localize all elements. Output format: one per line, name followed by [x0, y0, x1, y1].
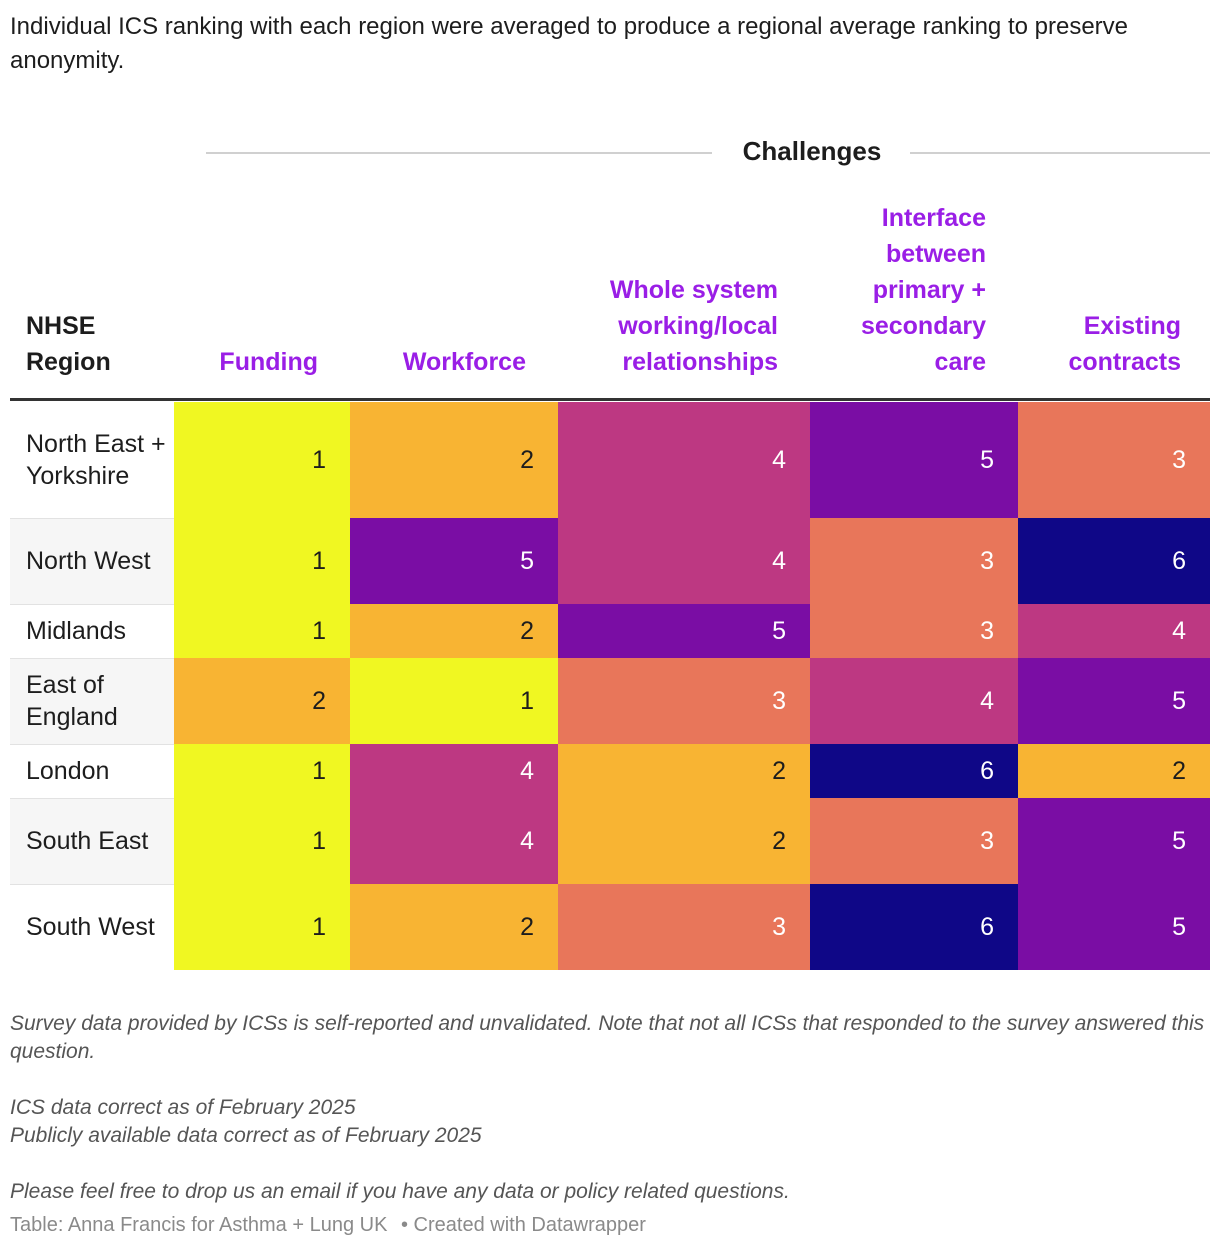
- note-ics-date: ICS data correct as of February 2025: [10, 1096, 356, 1119]
- rank-cell-whole-system: 5: [558, 604, 810, 658]
- rank-cell-funding: 1: [174, 604, 350, 658]
- rank-cell-whole-system: 2: [558, 798, 810, 884]
- rank-cell-interface: 3: [810, 798, 1018, 884]
- table-row: East of England 2 1 3 4 5: [10, 658, 1210, 744]
- rank-cell-whole-system: 3: [558, 884, 810, 970]
- rank-cell-existing-contracts: 5: [1018, 658, 1210, 744]
- rank-cell-funding: 1: [174, 402, 350, 518]
- rank-cell-existing-contracts: 4: [1018, 604, 1210, 658]
- table-row: North East + Yorkshire 1 2 4 5 3: [10, 402, 1210, 518]
- column-header-existing-contracts[interactable]: Existing contracts: [1068, 312, 1181, 376]
- column-header-region[interactable]: NHSE Region: [26, 312, 111, 376]
- column-header-whole-system[interactable]: Whole system working/local relationships: [609, 276, 778, 376]
- table-row: London 1 4 2 6 2: [10, 744, 1210, 798]
- rank-cell-whole-system: 4: [558, 402, 810, 518]
- rank-cell-interface: 4: [810, 658, 1018, 744]
- region-cell: Midlands: [26, 617, 127, 645]
- rank-cell-interface: 3: [810, 518, 1018, 604]
- group-header-rule-left: [206, 152, 712, 154]
- rank-cell-interface: 6: [810, 884, 1018, 970]
- row-divider: [10, 798, 174, 799]
- table-row: South West 1 2 3 6 5: [10, 884, 1210, 970]
- header-rule: [10, 398, 1210, 401]
- intro-text: Individual ICS ranking with each region …: [10, 13, 1129, 74]
- row-divider: [10, 884, 174, 885]
- rank-cell-interface: 3: [810, 604, 1018, 658]
- rank-cell-workforce: 2: [350, 604, 558, 658]
- region-cell: North West: [10, 518, 174, 604]
- rank-cell-funding: 1: [174, 798, 350, 884]
- row-divider: [10, 518, 174, 519]
- column-header-funding[interactable]: Funding: [219, 348, 318, 376]
- rank-cell-existing-contracts: 5: [1018, 798, 1210, 884]
- credit-line: Table: Anna Francis for Asthma + Lung UK…: [10, 1214, 654, 1237]
- group-header-challenges: Challenges: [742, 136, 882, 166]
- column-header-workforce[interactable]: Workforce: [402, 348, 526, 376]
- note-contact: Please feel free to drop us an email if …: [10, 1180, 790, 1203]
- rank-cell-whole-system: 2: [558, 744, 810, 798]
- table-row: Midlands 1 2 5 3 4: [10, 604, 1210, 658]
- note-public-date: Publicly available data correct as of Fe…: [10, 1124, 482, 1147]
- row-divider: [10, 744, 174, 745]
- rank-cell-workforce: 5: [350, 518, 558, 604]
- notes: Survey data provided by ICSs is self-rep…: [10, 1010, 1205, 1206]
- rank-cell-existing-contracts: 6: [1018, 518, 1210, 604]
- group-header-rule-right: [910, 152, 1210, 154]
- rank-cell-existing-contracts: 5: [1018, 884, 1210, 970]
- row-divider: [10, 658, 174, 659]
- rank-cell-interface: 5: [810, 402, 1018, 518]
- rank-cell-existing-contracts: 3: [1018, 402, 1210, 518]
- rank-cell-funding: 1: [174, 518, 350, 604]
- region-cell: East of England: [10, 658, 174, 744]
- region-cell: South West: [26, 913, 155, 941]
- rank-cell-workforce: 1: [350, 658, 558, 744]
- credit-tool: • Created with Datawrapper: [401, 1214, 646, 1236]
- region-cell: North East + Yorkshire: [26, 430, 166, 490]
- note-gap: [10, 1150, 1205, 1178]
- rank-cell-workforce: 4: [350, 798, 558, 884]
- row-divider: [10, 604, 174, 605]
- rank-cell-existing-contracts: 2: [1018, 744, 1210, 798]
- note-survey: Survey data provided by ICSs is self-rep…: [10, 1012, 1205, 1063]
- region-cell: South East: [10, 798, 174, 884]
- rank-cell-workforce: 2: [350, 402, 558, 518]
- rank-cell-whole-system: 4: [558, 518, 810, 604]
- credit-source: Table: Anna Francis for Asthma + Lung UK: [10, 1214, 388, 1236]
- column-header-interface[interactable]: Interface between primary + secondary ca…: [860, 204, 986, 376]
- table-row: North West 1 5 4 3 6: [10, 518, 1210, 604]
- rank-cell-workforce: 4: [350, 744, 558, 798]
- rank-cell-funding: 1: [174, 744, 350, 798]
- table-row: South East 1 4 2 3 5: [10, 798, 1210, 884]
- rank-cell-interface: 6: [810, 744, 1018, 798]
- rank-cell-whole-system: 3: [558, 658, 810, 744]
- note-gap: [10, 1066, 1205, 1094]
- rank-cell-funding: 2: [174, 658, 350, 744]
- rank-cell-workforce: 2: [350, 884, 558, 970]
- region-cell: London: [26, 757, 110, 785]
- rank-cell-funding: 1: [174, 884, 350, 970]
